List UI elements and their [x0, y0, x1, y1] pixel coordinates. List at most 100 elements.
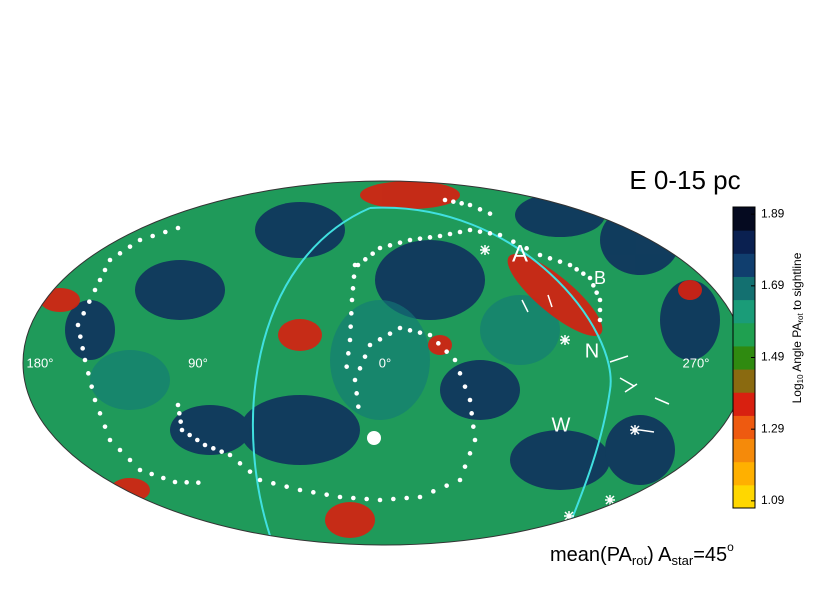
- track-dot: [184, 480, 189, 485]
- colorbar-swatch: [733, 392, 755, 416]
- track-dot: [472, 437, 478, 443]
- track-dot: [591, 283, 596, 288]
- track-dot: [175, 402, 181, 408]
- track-dot: [431, 489, 436, 494]
- track-dot: [451, 199, 456, 204]
- track-dot: [351, 495, 356, 501]
- track-dot: [356, 404, 361, 409]
- track-dot: [149, 471, 154, 477]
- track-dot: [349, 311, 354, 316]
- track-dot: [444, 483, 449, 488]
- track-dot: [367, 342, 373, 348]
- colorbar-swatch: [733, 276, 755, 301]
- track-dot: [377, 245, 383, 251]
- track-dot: [92, 397, 98, 403]
- track-dot: [391, 496, 396, 502]
- title: E 0-15 pc: [629, 165, 740, 195]
- track-dot: [150, 233, 155, 239]
- track-dot: [397, 325, 403, 331]
- colorbar-tick-label: 1.49: [761, 350, 785, 364]
- track-dot: [196, 480, 201, 485]
- track-dot: [357, 366, 363, 371]
- track-dot: [397, 240, 403, 245]
- colorbar-swatch: [733, 369, 755, 393]
- track-dot: [127, 457, 133, 463]
- track-dot: [137, 237, 143, 243]
- colorbar-swatch: [733, 230, 755, 254]
- track-dot: [352, 377, 358, 383]
- track-dot: [497, 232, 503, 238]
- colorbar-swatch: [733, 415, 755, 440]
- track-dot: [437, 233, 443, 239]
- track-dot: [86, 371, 91, 376]
- track-dot: [477, 207, 483, 212]
- colorbar-tick-label: 1.69: [761, 278, 785, 292]
- track-dot: [271, 481, 276, 486]
- track-dot: [348, 324, 353, 329]
- track-dot: [597, 307, 603, 313]
- track-dot: [377, 337, 383, 342]
- colorbar-tick-label: 1.29: [761, 421, 785, 435]
- track-dot: [487, 231, 493, 236]
- track-dot: [247, 469, 253, 474]
- track-dot: [467, 451, 473, 456]
- longitude-label: 180°: [27, 355, 54, 370]
- track-dot: [467, 202, 473, 208]
- track-dot: [469, 411, 474, 416]
- track-dot: [195, 437, 200, 443]
- track-dot: [219, 449, 224, 454]
- track-dot: [477, 229, 483, 234]
- colorbar-swatch: [733, 345, 755, 370]
- track-dot: [344, 364, 349, 369]
- longitude-label: 90°: [188, 355, 208, 370]
- region-label: N: [585, 340, 599, 362]
- track-dot: [137, 467, 143, 473]
- track-dot: [511, 239, 516, 244]
- colorbar-tick-label: 1.89: [761, 206, 785, 220]
- colorbar-swatch: [733, 299, 755, 324]
- track-dot: [257, 477, 263, 483]
- track-dot: [597, 297, 603, 303]
- track-dot: [311, 490, 316, 495]
- track-dot: [387, 331, 393, 336]
- track-dot: [417, 494, 423, 500]
- track-dot: [471, 424, 476, 429]
- track-dot: [427, 235, 433, 240]
- track-dot: [82, 357, 88, 363]
- track-dot: [487, 211, 493, 216]
- track-dot: [177, 411, 182, 416]
- track-dot: [462, 464, 468, 469]
- colorbar-swatch: [733, 484, 755, 509]
- track-dot: [227, 452, 233, 458]
- track-dot: [442, 197, 448, 203]
- track-dot: [597, 317, 603, 323]
- track-dot: [427, 332, 433, 338]
- track-dot: [324, 492, 329, 497]
- track-dot: [537, 252, 543, 258]
- track-dot: [297, 487, 303, 493]
- track-dot: [447, 231, 453, 237]
- track-dot: [102, 424, 108, 429]
- track-dot: [459, 201, 464, 206]
- colorbar-swatch: [733, 207, 755, 231]
- track-dot: [179, 427, 185, 433]
- track-dot: [346, 351, 351, 356]
- track-dot: [354, 391, 359, 396]
- track-dot: [364, 496, 369, 502]
- track-dot: [92, 287, 98, 293]
- track-dot: [107, 437, 113, 443]
- colorbar-tick-label: 1.09: [761, 493, 785, 507]
- track-dot: [117, 251, 123, 256]
- track-dot: [89, 384, 94, 389]
- track-dot: [347, 337, 353, 343]
- track-dot: [349, 297, 355, 303]
- track-dot: [172, 479, 178, 485]
- track-dot: [457, 477, 463, 483]
- track-dot: [377, 497, 383, 503]
- colorbar-swatch: [733, 322, 755, 347]
- track-dot: [127, 244, 133, 249]
- track-dot: [107, 257, 113, 263]
- track-dot: [202, 442, 208, 448]
- colorbar-swatch: [733, 438, 755, 463]
- track-dot: [75, 322, 81, 328]
